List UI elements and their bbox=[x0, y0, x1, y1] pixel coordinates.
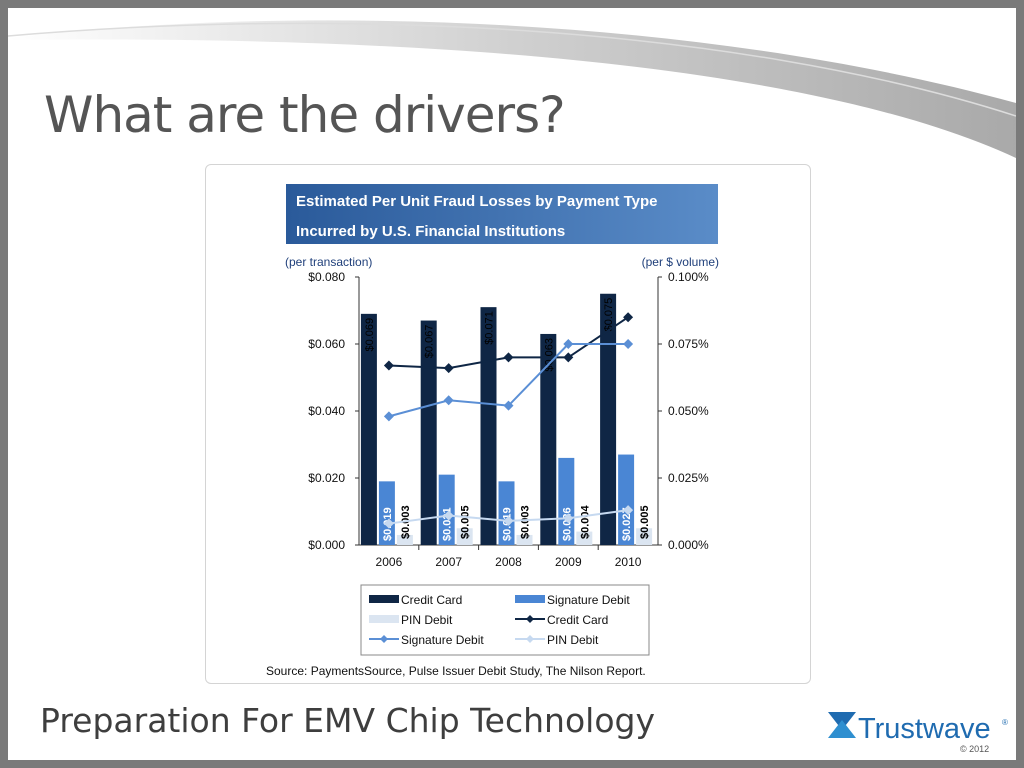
line-marker bbox=[623, 339, 634, 349]
bar-credit-card bbox=[600, 293, 617, 545]
bar-credit-card bbox=[360, 313, 377, 545]
legend-label: Credit Card bbox=[547, 613, 608, 627]
legend-label: PIN Debit bbox=[547, 633, 599, 647]
legend-box bbox=[360, 584, 650, 656]
x-tick-label: 2009 bbox=[555, 555, 582, 569]
legend-label: Credit Card bbox=[401, 593, 462, 607]
left-tick-label: $0.020 bbox=[308, 471, 345, 485]
chart-title-line: Incurred by U.S. Financial Institutions bbox=[296, 223, 565, 240]
slide-title: What are the drivers? bbox=[44, 86, 566, 144]
line-marker bbox=[383, 518, 394, 529]
chart-title-line: Estimated Per Unit Fraud Losses by Payme… bbox=[296, 193, 658, 210]
legend-swatch-marker bbox=[526, 635, 534, 643]
left-tick-label: $0.000 bbox=[308, 538, 345, 552]
bar-data-label: $0.004 bbox=[579, 504, 591, 539]
x-tick-label: 2006 bbox=[376, 555, 403, 569]
legend-swatch bbox=[515, 595, 545, 603]
bar-data-label: $0.063 bbox=[543, 338, 555, 372]
legend-swatch-marker bbox=[380, 635, 388, 643]
line-marker bbox=[503, 352, 514, 363]
line-marker bbox=[443, 510, 454, 521]
logo-registered-mark: ® bbox=[1002, 718, 1008, 727]
line-marker bbox=[563, 513, 574, 524]
left-axis-unit: (per transaction) bbox=[285, 255, 372, 269]
line-marker bbox=[563, 339, 574, 349]
line-marker bbox=[383, 360, 394, 371]
chart-source: Source: PaymentsSource, Pulse Issuer Deb… bbox=[266, 664, 646, 678]
bar-signature-debit bbox=[438, 474, 455, 545]
bar-data-label: $0.071 bbox=[484, 311, 496, 345]
bar-credit-card bbox=[420, 320, 437, 545]
line-marker bbox=[443, 363, 454, 374]
bar-data-label: $0.026 bbox=[561, 507, 573, 541]
right-tick-label: 0.025% bbox=[668, 471, 709, 485]
slide: What are the drivers? Estimated Per Unit… bbox=[8, 8, 1016, 760]
footer-title: Preparation For EMV Chip Technology bbox=[40, 701, 655, 740]
bar-signature-debit bbox=[558, 457, 575, 545]
trustwave-logo: Trustwave ® bbox=[828, 712, 1008, 745]
legend-label: Signature Debit bbox=[401, 633, 484, 647]
chart-frame: Estimated Per Unit Fraud Losses by Payme… bbox=[205, 164, 811, 684]
right-tick-label: 0.000% bbox=[668, 538, 709, 552]
legend-label: PIN Debit bbox=[401, 613, 453, 627]
chart: Estimated Per Unit Fraud Losses by Payme… bbox=[266, 184, 719, 678]
line-marker bbox=[563, 352, 574, 363]
bar-signature-debit bbox=[498, 481, 515, 545]
decorative-swoosh bbox=[8, 20, 1016, 158]
bar-pin-debit bbox=[456, 528, 473, 545]
x-tick-label: 2007 bbox=[435, 555, 462, 569]
bar-data-label: $0.005 bbox=[460, 505, 472, 539]
x-tick-label: 2010 bbox=[615, 555, 642, 569]
bar-data-label: $0.005 bbox=[639, 505, 651, 539]
logo-text: Trustwave bbox=[858, 713, 991, 745]
bar-data-label: $0.075 bbox=[603, 298, 615, 332]
left-tick-label: $0.080 bbox=[308, 270, 345, 284]
line-marker bbox=[623, 505, 634, 516]
line-marker bbox=[503, 400, 514, 411]
x-tick-label: 2008 bbox=[495, 555, 522, 569]
bar-data-label: $0.067 bbox=[424, 325, 436, 359]
right-tick-label: 0.050% bbox=[668, 404, 709, 418]
legend-swatch bbox=[369, 615, 399, 623]
bar-pin-debit bbox=[396, 534, 413, 545]
right-tick-label: 0.100% bbox=[668, 270, 709, 284]
legend-label: Signature Debit bbox=[547, 593, 630, 607]
legend-swatch-marker bbox=[526, 615, 534, 623]
bar-data-label: $0.069 bbox=[364, 318, 376, 352]
chart-title-band bbox=[286, 184, 718, 244]
line-marker bbox=[623, 312, 634, 323]
bar-pin-debit bbox=[636, 528, 653, 545]
line-marker bbox=[383, 411, 394, 422]
left-tick-label: $0.060 bbox=[308, 337, 345, 351]
bar-credit-card bbox=[540, 333, 557, 545]
bar-signature-debit bbox=[618, 454, 635, 545]
copyright: © 2012 bbox=[960, 744, 990, 754]
bar-data-label: $0.027 bbox=[621, 507, 633, 541]
bar-credit-card bbox=[480, 307, 497, 545]
bar-pin-debit bbox=[576, 531, 593, 545]
right-axis-unit: (per $ volume) bbox=[642, 255, 719, 269]
left-tick-label: $0.040 bbox=[308, 404, 345, 418]
right-tick-label: 0.075% bbox=[668, 337, 709, 351]
bar-data-label: $0.003 bbox=[520, 505, 532, 539]
bar-pin-debit bbox=[516, 534, 533, 545]
bar-signature-debit bbox=[378, 481, 395, 545]
line-marker bbox=[503, 515, 514, 526]
line-marker bbox=[443, 395, 454, 406]
legend-swatch bbox=[369, 595, 399, 603]
